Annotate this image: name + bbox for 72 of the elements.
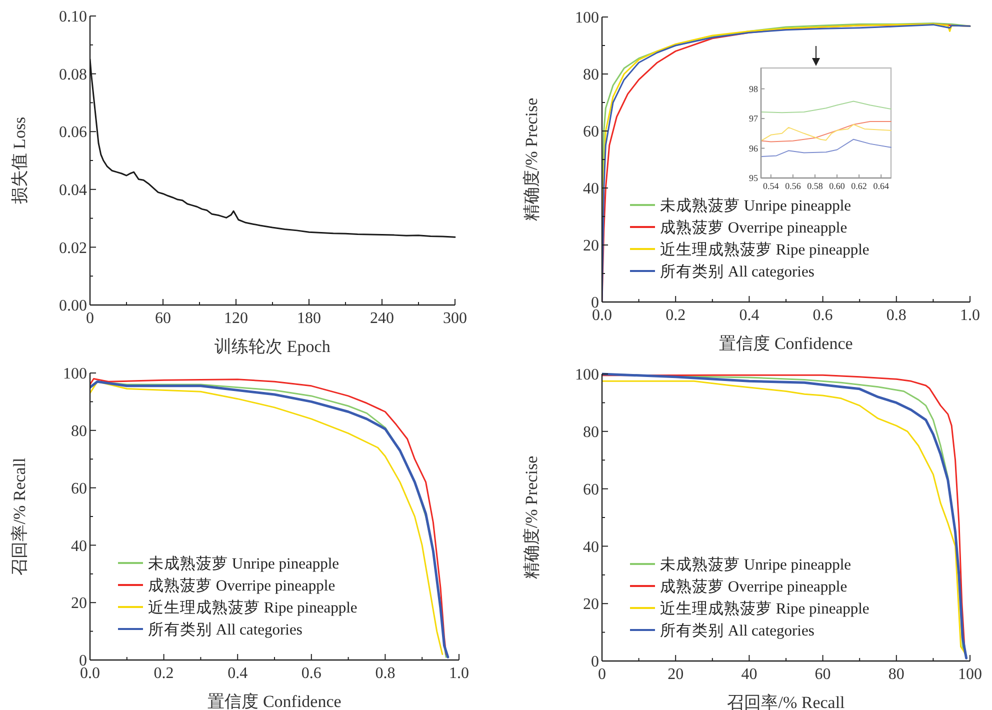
x-tick-label: 0.6 <box>301 665 322 682</box>
x-tick-label: 60 <box>814 666 831 683</box>
y-tick-label: 96 <box>749 143 758 154</box>
x-tick-label: 100 <box>958 666 982 683</box>
x-axis-title: 召回率/% Recall <box>727 693 846 710</box>
y-tick-label: 95 <box>749 173 758 184</box>
x-tick-label: 0.2 <box>666 307 686 324</box>
x-axis-title: 置信度 Confidence <box>208 692 342 710</box>
y-tick-label: 40 <box>71 538 87 555</box>
legend-label: 成熟菠萝 Overripe pineapple <box>660 577 848 596</box>
x-tick-label: 0.6 <box>812 307 833 324</box>
x-tick-label: 1.0 <box>449 665 469 682</box>
legend-label: 近生理成熟菠萝 Ripe pineapple <box>660 240 870 258</box>
x-axis-title: 训练轮次 Epoch <box>214 337 331 356</box>
y-axis-title: 精确度/% Precise <box>522 456 541 580</box>
x-tick-label: 120 <box>224 310 248 327</box>
y-tick-label: 98 <box>749 84 758 94</box>
y-tick-label: 20 <box>583 238 599 255</box>
x-tick-label: 1.0 <box>960 307 980 324</box>
legend-label: 成熟菠萝 Overripe pineapple <box>148 576 336 594</box>
y-tick-label: 20 <box>71 595 87 612</box>
x-tick-label: 180 <box>297 310 321 327</box>
legend-label: 未成熟菠萝 Unripe pineapple <box>148 554 340 572</box>
y-tick-label: 80 <box>71 423 87 440</box>
x-tick-label: 0.2 <box>154 665 174 682</box>
y-tick-label: 0.02 <box>59 240 87 257</box>
x-tick-label: 240 <box>370 310 394 327</box>
legend-label: 近生理成熟菠萝 Ripe pineapple <box>660 599 870 618</box>
x-tick-label: 80 <box>888 666 904 683</box>
x-tick-label: 60 <box>155 310 171 327</box>
legend-label: 所有类别 All categories <box>660 621 814 640</box>
x-tick-label: 0.0 <box>592 307 612 324</box>
y-tick-label: 60 <box>583 124 599 141</box>
y-tick-label: 100 <box>63 366 87 383</box>
x-axis-title: 置信度 Confidence <box>719 334 853 353</box>
legend-label: 近生理成熟菠萝 Ripe pineapple <box>148 598 358 616</box>
x-tick-label: 0.8 <box>375 665 396 682</box>
y-tick-label: 0 <box>591 654 599 671</box>
x-tick-label: 0.62 <box>851 181 867 191</box>
x-tick-label: 0.60 <box>829 181 846 191</box>
y-tick-label: 100 <box>575 10 599 27</box>
x-tick-label: 0.56 <box>785 181 802 191</box>
x-tick-label: 20 <box>668 666 684 683</box>
y-tick-label: 0.10 <box>59 8 87 26</box>
y-tick-label: 100 <box>575 366 599 384</box>
y-axis-title: 精确度/% Precise <box>522 98 541 222</box>
legend-label: 成熟菠萝 Overripe pineapple <box>660 218 848 236</box>
y-tick-label: 80 <box>583 66 599 84</box>
y-tick-label: 0.06 <box>59 124 87 142</box>
x-tick-label: 0.0 <box>80 665 100 682</box>
x-tick-label: 0.4 <box>739 307 760 324</box>
y-tick-label: 0.00 <box>59 298 87 315</box>
x-tick-label: 0.8 <box>886 307 906 324</box>
x-tick-label: 0.58 <box>807 181 824 191</box>
y-tick-label: 0.04 <box>59 182 87 199</box>
x-tick-label: 0.64 <box>873 181 890 191</box>
y-tick-label: 97 <box>749 114 758 124</box>
legend-label: 所有类别 All categories <box>660 262 814 280</box>
y-tick-label: 40 <box>583 538 599 556</box>
y-tick-label: 20 <box>583 596 599 614</box>
legend-label: 未成熟菠萝 Unripe pineapple <box>660 555 852 574</box>
x-tick-label: 0.4 <box>228 665 248 682</box>
y-tick-label: 60 <box>583 481 599 498</box>
legend-label: 所有类别 All categories <box>148 620 302 638</box>
y-tick-label: 60 <box>71 480 87 498</box>
x-tick-label: 0.54 <box>763 181 780 191</box>
y-tick-label: 0.08 <box>59 66 87 84</box>
y-axis-title: 召回率/% Recall <box>10 457 29 576</box>
legend-label: 未成熟菠萝 Unripe pineapple <box>660 196 852 214</box>
y-tick-label: 80 <box>583 424 599 441</box>
y-axis-title: 损失值 Loss <box>10 116 29 204</box>
x-tick-label: 300 <box>443 310 467 327</box>
